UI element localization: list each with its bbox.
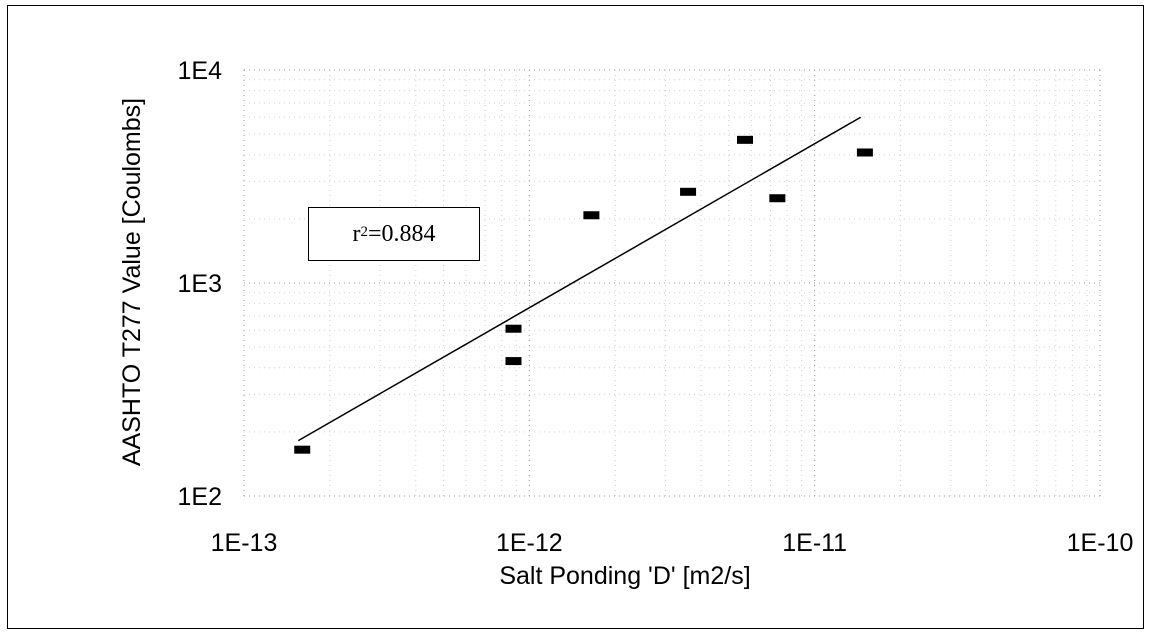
trendline: [297, 116, 862, 442]
data-point: [583, 211, 600, 220]
x-tick-label: 1E-12: [496, 529, 563, 557]
y-tick-label: 1E2: [178, 483, 222, 511]
x-tick-label: 1E-13: [211, 529, 278, 557]
grid: [243, 69, 1101, 497]
x-axis-title: Salt Ponding 'D' [m2/s]: [499, 562, 750, 590]
data-point: [505, 357, 522, 366]
y-tick-label: 1E4: [178, 57, 223, 85]
data-point: [680, 187, 697, 196]
r-squared-exponent: 2: [360, 223, 368, 240]
data-point: [737, 135, 754, 144]
x-tick-labels: 1E-13 1E-12 1E-11 1E-10: [211, 529, 1134, 557]
x-tick-label: 1E-11: [782, 529, 847, 557]
data-point: [856, 148, 873, 157]
r-squared-annotation: r 2 =0.884: [308, 207, 480, 261]
y-tick-label: 1E3: [178, 270, 222, 298]
chart-frame: [7, 5, 1144, 629]
r-squared-value: =0.884: [367, 220, 436, 247]
data-point: [505, 324, 522, 333]
data-point: [294, 445, 311, 454]
y-axis-title: AASHTO T277 Value [Coulombs]: [118, 98, 146, 466]
points: [294, 135, 873, 454]
x-tick-label: 1E-10: [1067, 529, 1134, 557]
y-tick-labels: 1E2 1E3 1E4: [178, 57, 223, 511]
r-squared-symbol: r: [352, 220, 361, 247]
data-point: [769, 194, 786, 203]
